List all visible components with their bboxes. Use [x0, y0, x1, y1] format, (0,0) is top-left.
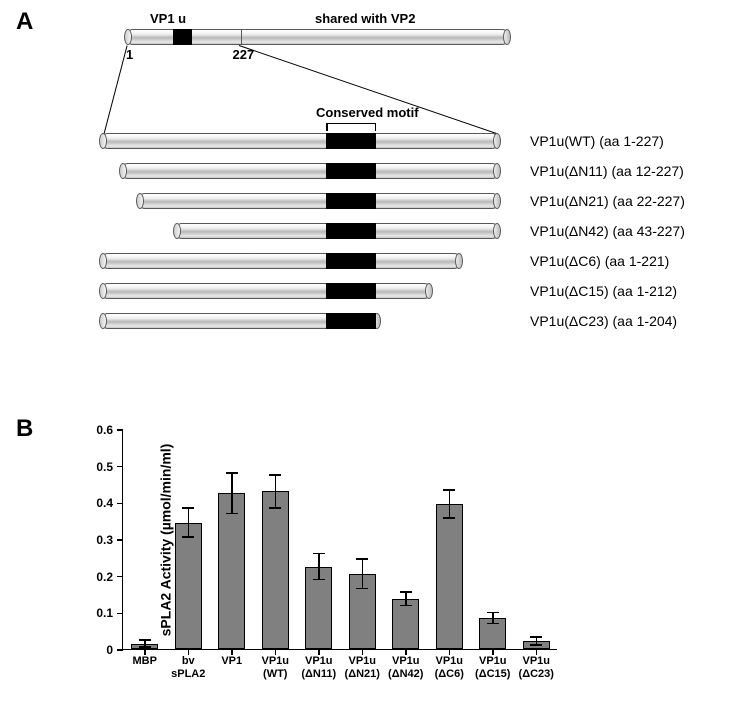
y-axis-label: sPLA2 Activity (µmol/min/ml)	[157, 443, 173, 636]
error-cap	[356, 558, 368, 560]
construct-label: VP1u(WT) (aa 1-227)	[530, 133, 664, 149]
vp1-full-bar	[125, 29, 510, 45]
error-cap	[400, 605, 412, 607]
error-cap	[182, 507, 194, 509]
chart-bar	[392, 599, 419, 649]
construct-bar	[137, 193, 500, 209]
zoom-line-right	[238, 45, 496, 134]
error-cap	[269, 474, 281, 476]
panel-b-label: B	[16, 415, 33, 443]
construct-bar	[120, 163, 500, 179]
pos-1: 1	[126, 47, 133, 62]
conserved-bracket	[326, 123, 376, 124]
error-whisker	[405, 592, 407, 605]
x-label: VP1u(ΔN42)	[384, 655, 428, 680]
y-tick-label: 0	[106, 643, 113, 657]
y-tick-label: 0.5	[96, 460, 113, 474]
x-label: VP1u(ΔC23)	[515, 655, 559, 680]
y-tick-label: 0.3	[96, 533, 113, 547]
top-black-box	[173, 29, 192, 45]
motif-box	[326, 163, 376, 179]
construct-bar	[100, 283, 432, 299]
error-whisker	[275, 475, 277, 508]
error-cap	[530, 644, 542, 646]
chart-bar	[262, 491, 289, 649]
y-tick	[117, 429, 123, 431]
construct-label: VP1u(ΔN21) (aa 22-227)	[530, 193, 685, 209]
motif-box	[326, 223, 376, 239]
error-cap	[356, 588, 368, 590]
zoom-line-left	[103, 45, 127, 133]
construct-label: VP1u(ΔC6) (aa 1-221)	[530, 253, 669, 269]
construct-label: VP1u(ΔN11) (aa 12-227)	[530, 163, 684, 179]
x-label: VP1u(ΔN21)	[341, 655, 385, 680]
construct-bar	[100, 313, 380, 329]
chart-bar	[218, 493, 245, 649]
error-whisker	[362, 559, 364, 588]
motif-box	[326, 313, 376, 329]
error-cap	[139, 639, 151, 641]
error-cap	[487, 623, 499, 625]
error-cap	[226, 472, 238, 474]
y-tick	[117, 649, 123, 651]
error-cap	[269, 507, 281, 509]
x-label: VP1	[210, 655, 254, 668]
motif-box	[326, 253, 376, 269]
error-cap	[313, 579, 325, 581]
motif-box	[326, 283, 376, 299]
error-whisker	[231, 473, 233, 513]
y-tick	[117, 466, 123, 468]
construct-bar	[174, 223, 500, 239]
x-label: VP1u(ΔC15)	[471, 655, 515, 680]
x-label: bvsPLA2	[167, 655, 211, 680]
y-tick	[117, 576, 123, 578]
chart-bar	[175, 523, 202, 650]
y-tick-label: 0.1	[96, 606, 113, 620]
conserved-motif-label: Conserved motif	[316, 105, 419, 120]
y-tick	[117, 503, 123, 505]
error-cap	[400, 591, 412, 593]
error-cap	[443, 489, 455, 491]
x-label: VP1u(ΔC6)	[428, 655, 472, 680]
shared-label: shared with VP2	[315, 11, 415, 26]
x-label: VP1u(ΔN11)	[297, 655, 341, 680]
chart-plot: sPLA2 Activity (µmol/min/ml) 00.10.20.30…	[122, 430, 557, 650]
construct-label: VP1u(ΔC23) (aa 1-204)	[530, 313, 677, 329]
construct-label: VP1u(ΔN42) (aa 43-227)	[530, 223, 685, 239]
motif-box	[326, 193, 376, 209]
x-label: MBP	[123, 655, 167, 668]
y-tick-label: 0.2	[96, 570, 113, 584]
panel-b: sPLA2 Activity (µmol/min/ml) 0 0.1 0.2 0.3 0…	[60, 420, 640, 700]
y-tick	[117, 613, 123, 615]
y-tick	[117, 539, 123, 541]
panel-a-label: A	[16, 8, 33, 36]
vp1u-divider	[241, 29, 242, 45]
error-whisker	[449, 490, 451, 518]
construct-bar	[100, 133, 500, 149]
error-cap	[139, 646, 151, 648]
error-cap	[487, 612, 499, 614]
error-cap	[313, 553, 325, 555]
error-cap	[530, 636, 542, 638]
chart-bar	[436, 504, 463, 649]
error-cap	[182, 536, 194, 538]
error-cap	[226, 513, 238, 515]
error-whisker	[318, 554, 320, 580]
error-cap	[443, 517, 455, 519]
vp1u-label: VP1 u	[150, 11, 186, 26]
construct-bar	[100, 253, 462, 269]
panel-a: VP1 u shared with VP2 1 227 Conserved mo…	[40, 15, 700, 375]
x-label: VP1u(WT)	[254, 655, 298, 680]
error-whisker	[188, 508, 190, 537]
construct-label: VP1u(ΔC15) (aa 1-212)	[530, 283, 677, 299]
y-tick-label: 0.4	[96, 496, 113, 510]
y-tick-label: 0.6	[96, 423, 113, 437]
motif-box	[326, 133, 376, 149]
